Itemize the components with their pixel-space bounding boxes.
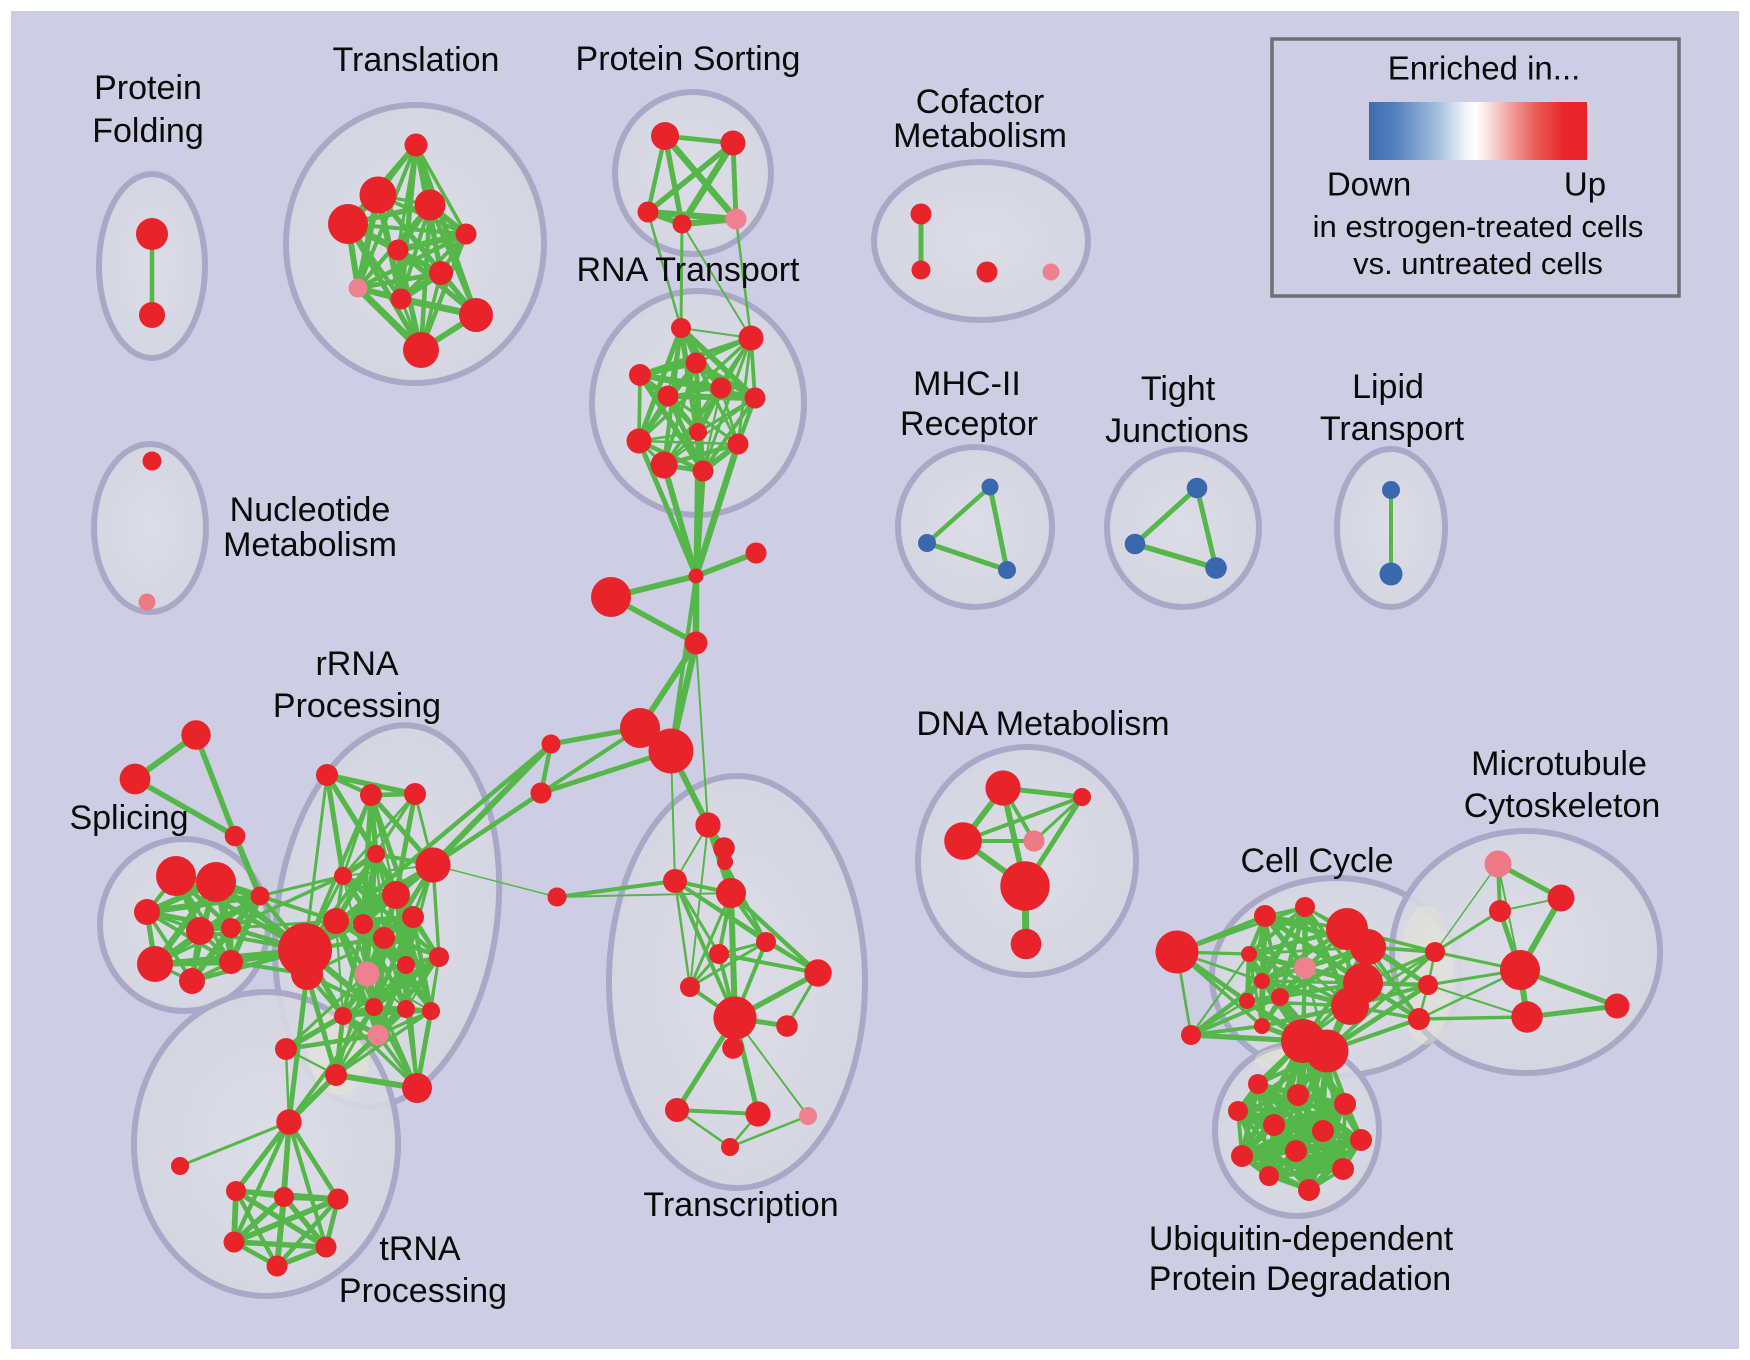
svg-text:Tight: Tight bbox=[1141, 370, 1216, 408]
svg-text:vs. untreated cells: vs. untreated cells bbox=[1353, 246, 1603, 281]
svg-text:Folding: Folding bbox=[92, 112, 204, 150]
svg-text:RNA Transport: RNA Transport bbox=[577, 251, 801, 289]
svg-text:tRNA: tRNA bbox=[379, 1230, 461, 1268]
svg-text:Transport: Transport bbox=[1320, 410, 1465, 448]
svg-text:Cofactor: Cofactor bbox=[916, 83, 1045, 121]
svg-text:rRNA: rRNA bbox=[315, 645, 398, 683]
svg-text:MHC-II: MHC-II bbox=[913, 365, 1021, 403]
svg-text:Splicing: Splicing bbox=[69, 799, 188, 837]
svg-text:Nucleotide: Nucleotide bbox=[230, 491, 391, 529]
svg-text:Metabolism: Metabolism bbox=[893, 117, 1067, 155]
svg-text:Processing: Processing bbox=[273, 687, 441, 725]
svg-text:Protein Degradation: Protein Degradation bbox=[1149, 1260, 1451, 1298]
svg-text:Lipid: Lipid bbox=[1352, 368, 1424, 406]
svg-text:Down: Down bbox=[1327, 166, 1411, 203]
svg-text:Processing: Processing bbox=[339, 1272, 507, 1310]
svg-text:Metabolism: Metabolism bbox=[223, 526, 397, 564]
svg-text:Cytoskeleton: Cytoskeleton bbox=[1464, 787, 1661, 825]
svg-text:Ubiquitin-dependent: Ubiquitin-dependent bbox=[1149, 1220, 1454, 1258]
svg-text:Transcription: Transcription bbox=[643, 1186, 838, 1224]
svg-text:DNA Metabolism: DNA Metabolism bbox=[916, 705, 1169, 743]
svg-text:Protein Sorting: Protein Sorting bbox=[576, 40, 801, 78]
svg-text:Up: Up bbox=[1564, 166, 1606, 203]
svg-text:Junctions: Junctions bbox=[1105, 412, 1249, 450]
svg-text:Enriched in...: Enriched in... bbox=[1388, 50, 1581, 87]
svg-text:Cell Cycle: Cell Cycle bbox=[1240, 842, 1393, 880]
svg-text:Microtubule: Microtubule bbox=[1471, 745, 1647, 783]
svg-text:Receptor: Receptor bbox=[900, 405, 1038, 443]
svg-text:Translation: Translation bbox=[333, 41, 500, 79]
svg-text:in estrogen-treated cells: in estrogen-treated cells bbox=[1313, 209, 1644, 244]
svg-text:Protein: Protein bbox=[94, 69, 202, 107]
